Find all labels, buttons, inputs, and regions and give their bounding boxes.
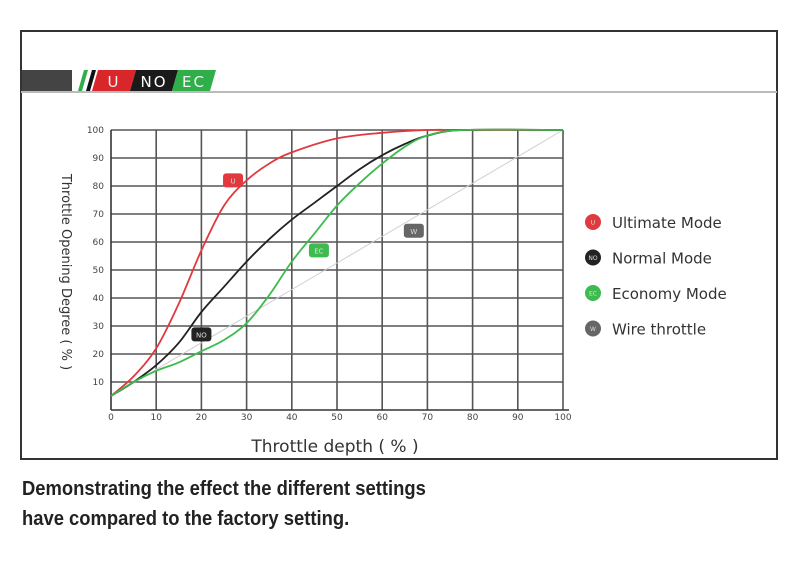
legend-marker-text: U [591, 220, 595, 227]
legend-marker-text: W [590, 326, 596, 333]
banner-tag-text: NO [140, 73, 167, 91]
series-line-normal-mode [110, 128, 564, 397]
caption-line-2: have compared to the factory setting. [22, 508, 350, 530]
banner-tag-ec [172, 70, 216, 91]
x-tick-label: 60 [376, 413, 388, 423]
banner-stripe-green [78, 70, 88, 91]
legend-label: Ultimate Mode [612, 214, 722, 232]
series-line-economy-mode [110, 128, 564, 397]
series-badge [403, 223, 424, 238]
x-axis-title: Throttle depth ( % ) [250, 437, 418, 457]
x-tick-label: 50 [331, 413, 343, 423]
series-badge-text: EC [314, 247, 323, 255]
y-axis-title: Throttle Opening Degree ( % ) [58, 173, 73, 370]
series-badge-text: NO [196, 331, 207, 339]
legend-marker [585, 214, 601, 230]
x-tick-label: 70 [422, 413, 434, 423]
x-tick-label: 10 [150, 413, 162, 423]
legend-marker [585, 320, 601, 337]
legend-marker [585, 285, 601, 301]
series-badge [223, 173, 244, 188]
series-badge [191, 327, 212, 342]
x-tick-label: 100 [554, 413, 571, 423]
legend-label: Normal Mode [612, 250, 712, 268]
y-tick-label: 60 [93, 238, 105, 248]
series-line-ultimate-mode [110, 128, 563, 397]
series-badge-text: W [410, 228, 417, 236]
banner-dark-bar [22, 70, 72, 91]
legend-label: Wire throttle [612, 321, 706, 339]
y-tick-label: 10 [93, 378, 105, 388]
y-tick-label: 90 [93, 154, 105, 164]
banner-tag-no [130, 70, 178, 91]
y-tick-label: 80 [93, 182, 105, 192]
x-tick-label: 40 [286, 413, 298, 423]
x-tick-label: 0 [108, 413, 114, 423]
banner-stripe-black [86, 70, 96, 91]
series-badge [308, 243, 329, 258]
legend-label: Economy Mode [612, 285, 727, 303]
y-tick-label: 70 [93, 210, 105, 220]
legend-marker-text: EC [589, 291, 597, 298]
x-tick-label: 20 [196, 413, 208, 423]
y-tick-label: 50 [93, 266, 105, 276]
x-tick-label: 90 [512, 413, 524, 423]
series-line-wire-throttle [110, 129, 564, 397]
series-badge-text: U [230, 177, 235, 185]
y-tick-label: 40 [93, 294, 105, 304]
x-tick-label: 80 [467, 413, 479, 423]
legend-marker-text: NO [588, 255, 597, 262]
legend-marker [585, 249, 601, 266]
caption-line-1: Demonstrating the effect the different s… [22, 478, 426, 500]
y-tick-label: 100 [87, 126, 104, 136]
chart-frame [20, 30, 778, 460]
banner-tag-text: U [108, 73, 121, 91]
y-tick-label: 30 [93, 322, 105, 332]
y-tick-label: 20 [93, 350, 105, 360]
banner-tag-u [92, 70, 136, 91]
banner-tag-text: EC [182, 73, 206, 91]
x-tick-label: 30 [241, 413, 253, 423]
